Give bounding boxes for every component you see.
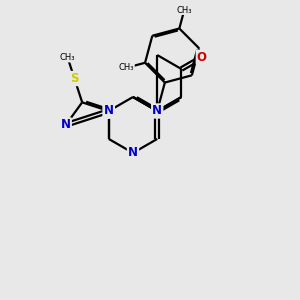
Text: N: N [104,104,114,118]
Text: CH₃: CH₃ [60,53,75,62]
Text: CH₃: CH₃ [176,5,192,14]
Text: N: N [104,104,114,118]
Text: N: N [61,118,71,131]
Text: CH₃: CH₃ [119,63,134,72]
Text: O: O [197,51,207,64]
Text: N: N [152,104,162,118]
Text: N: N [128,146,138,159]
Text: S: S [70,72,79,85]
